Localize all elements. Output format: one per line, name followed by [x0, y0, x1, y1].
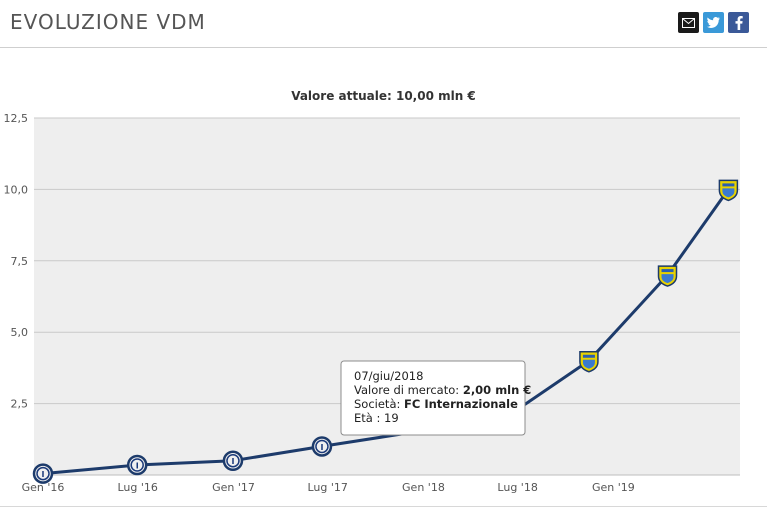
facebook-icon[interactable]: [728, 12, 749, 33]
y-tick-label: 10,0: [4, 183, 29, 196]
svg-text:I: I: [42, 470, 45, 479]
y-tick-label: 12,5: [4, 112, 29, 125]
x-tick-label: Lug '17: [307, 481, 347, 494]
x-tick-label: Gen '18: [402, 481, 445, 494]
frosinone-badge-icon: [657, 265, 678, 287]
tooltip-box: [340, 360, 526, 436]
tooltip-line: Valore di mercato: 2,00 mln €: [354, 383, 531, 397]
inter-badge-icon: I: [126, 454, 148, 476]
x-tick-label: Gen '17: [212, 481, 255, 494]
tooltip-line: Età : 19: [354, 411, 399, 425]
svg-text:I: I: [136, 462, 139, 471]
divider: [0, 506, 767, 507]
inter-badge-icon: I: [222, 450, 244, 471]
twitter-icon[interactable]: [703, 12, 724, 33]
x-tick-label: Lug '18: [497, 481, 537, 494]
tooltip-line: Società: FC Internazionale: [354, 397, 518, 411]
header: EVOLUZIONE VDM: [0, 0, 767, 48]
svg-text:I: I: [231, 457, 234, 466]
inter-badge-icon: I: [32, 463, 54, 484]
x-tick-label: Lug '16: [118, 481, 158, 494]
svg-text:I: I: [320, 443, 323, 452]
frosinone-badge-icon: [718, 179, 739, 202]
y-tick-label: 5,0: [11, 326, 29, 339]
y-tick-label: 7,5: [11, 255, 29, 268]
inter-badge-icon: I: [311, 436, 333, 457]
mail-icon[interactable]: [678, 12, 699, 33]
chart-subtitle: Valore attuale: 10,00 mln €: [291, 89, 476, 103]
x-tick-label: Gen '19: [592, 481, 635, 494]
y-tick-label: 2,5: [11, 398, 29, 411]
tooltip-line: 07/giu/2018: [354, 369, 423, 383]
frosinone-badge-icon: [579, 351, 599, 373]
page-title: EVOLUZIONE VDM: [10, 10, 206, 34]
x-tick-label: Gen '16: [22, 481, 65, 494]
